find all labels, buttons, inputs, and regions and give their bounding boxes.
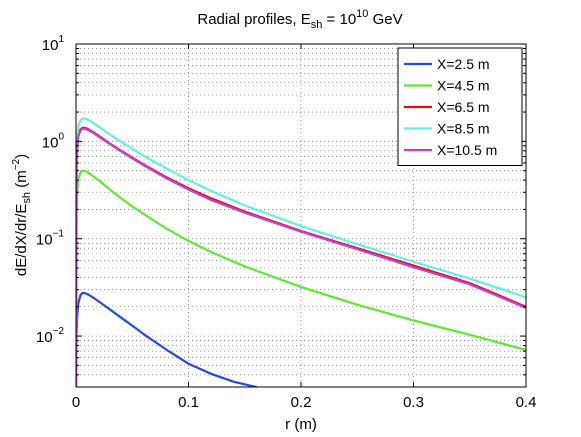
y-tick-label: 10−2 [36, 326, 65, 346]
x-tick-label: 0.1 [178, 394, 199, 411]
y-tick-label-base: 10 [42, 134, 59, 151]
y-axis-label-main: dE/dX/dr/E [13, 204, 30, 277]
series-line-2 [76, 169, 526, 387]
chart-title-suffix: GeV [368, 11, 402, 28]
series-line-1 [76, 291, 258, 387]
y-tick-label: 100 [42, 131, 65, 151]
legend: X=2.5 m X=4.5 m X=6.5 m X=8.5 m X=10.5 m [397, 47, 523, 166]
legend-label: X=4.5 m [437, 78, 490, 94]
chart-title: Radial profiles, Esh = 1010 GeV [197, 8, 402, 31]
chart-title-middle: = 10 [322, 11, 356, 28]
y-axis-label-unit: (m [13, 170, 30, 192]
x-tick-labels: 0 0.1 0.2 0.3 0.4 [72, 394, 537, 411]
chart-title-subscript: sh [311, 19, 323, 31]
legend-label: X=8.5 m [437, 121, 490, 137]
y-tick-label-base: 10 [36, 329, 53, 346]
legend-label: X=2.5 m [437, 56, 490, 72]
y-axis-label: dE/dX/dr/Esh (m−2) [11, 154, 33, 276]
y-axis-label-unit-end: ) [13, 154, 30, 159]
y-axis-label-superscript: −2 [11, 158, 22, 170]
chart-title-superscript: 10 [356, 8, 368, 20]
y-axis-label-subscript: sh [21, 192, 33, 204]
axis-ticks [75, 44, 527, 388]
y-tick-label-base: 10 [36, 232, 53, 249]
chart-title-prefix: Radial profiles, E [197, 11, 310, 28]
series-line-5 [76, 127, 526, 387]
y-tick-label-exponent: −1 [53, 229, 65, 240]
y-tick-label-exponent: −2 [53, 326, 65, 337]
x-tick-label: 0.2 [291, 394, 312, 411]
y-tick-label-exponent: 0 [58, 131, 64, 142]
x-tick-label: 0.3 [403, 394, 424, 411]
series-line-4 [76, 117, 526, 387]
y-tick-label-base: 10 [42, 37, 59, 54]
y-tick-label: 101 [42, 34, 65, 54]
x-tick-label: 0.4 [516, 394, 537, 411]
legend-label: X=10.5 m [437, 142, 497, 158]
x-axis-label: r (m) [285, 416, 317, 433]
y-tick-label: 10−1 [36, 229, 65, 249]
series-layer [76, 117, 526, 387]
legend-label: X=6.5 m [437, 99, 490, 115]
y-tick-label-exponent: 1 [58, 34, 64, 45]
x-tick-label: 0 [72, 394, 80, 411]
